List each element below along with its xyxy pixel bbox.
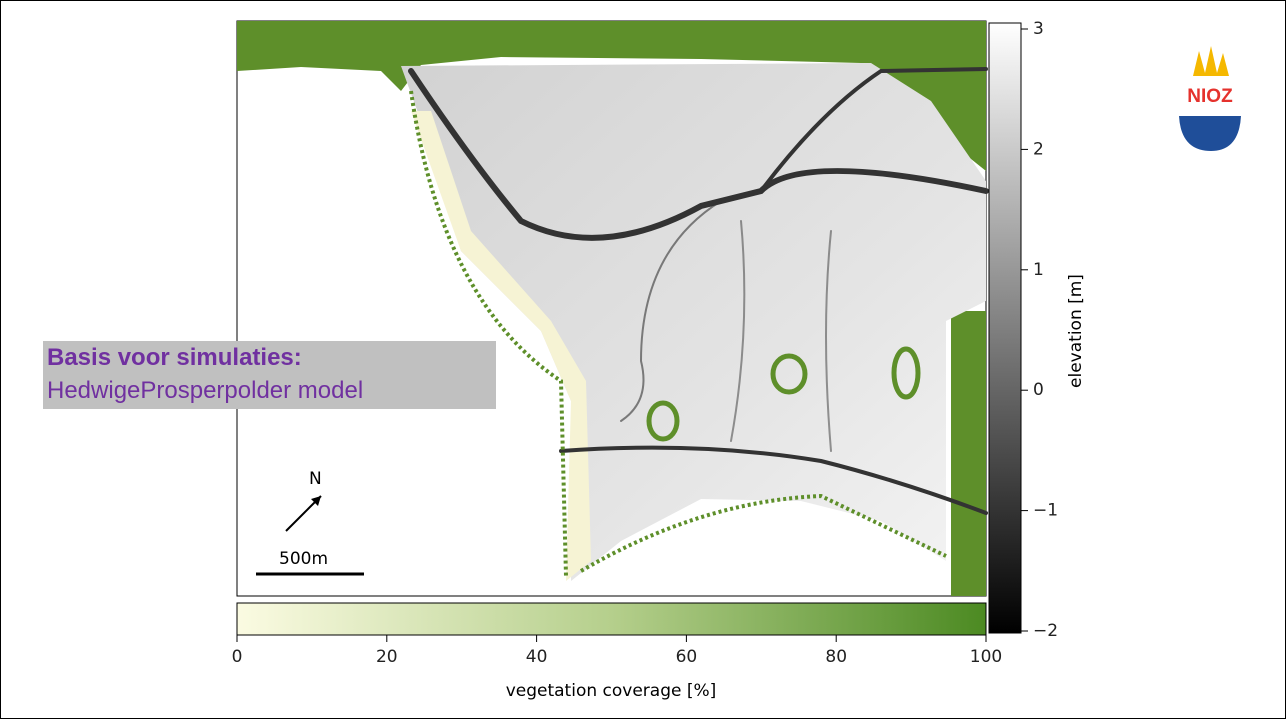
vegetation-tick-label: 40	[526, 647, 548, 667]
overlay-box: Basis voor simulaties: HedwigeProsperpol…	[43, 341, 496, 409]
scale-label: 500m	[279, 549, 328, 569]
map: N 500m	[237, 21, 986, 596]
page: {"overlay": {"title": "Basis voor simula…	[0, 0, 1286, 719]
elevation-tick-label: −2	[1033, 621, 1058, 641]
vegetation-tick-label: 0	[232, 647, 243, 667]
elevation-tick-label: 0	[1033, 380, 1044, 400]
vegetation-tick-label: 20	[376, 647, 398, 667]
vegetation-tick-label: 100	[970, 647, 1002, 667]
logo-text: NIOZ	[1187, 86, 1233, 107]
slide: N 500m elevation [m] vegetation coverage…	[0, 0, 1286, 719]
vegetation-label: vegetation coverage [%]	[506, 681, 717, 701]
elevation-tick-label: −1	[1033, 501, 1058, 521]
overlay-subtitle: HedwigeProsperpolder model	[47, 374, 496, 407]
elevation-tick-label: 2	[1033, 139, 1044, 159]
logo: NIOZ	[1179, 46, 1241, 151]
elevation-label: elevation [m]	[1066, 274, 1086, 388]
elevation-tick-label: 3	[1033, 19, 1044, 39]
vegetation-tick-label: 60	[676, 647, 698, 667]
north-label: N	[309, 469, 322, 489]
overlay-title: Basis voor simulaties:	[47, 341, 496, 374]
vegetation-colorbar	[237, 603, 986, 635]
marsh-right	[951, 311, 986, 596]
elevation-colorbar	[989, 23, 1021, 633]
vegetation-tick-label: 80	[825, 647, 847, 667]
elevation-tick-label: 1	[1033, 260, 1044, 280]
